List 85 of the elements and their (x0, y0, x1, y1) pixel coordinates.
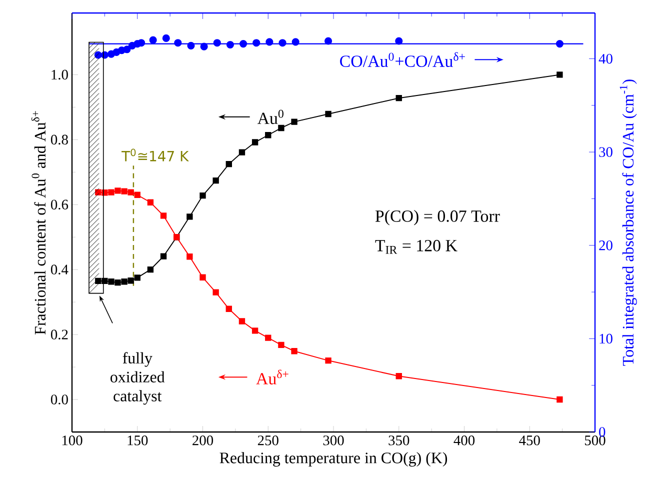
point (200, 42, 208, 50)
x-tick-label: 200 (192, 436, 214, 446)
point (212, 289, 219, 296)
x-tick-label: 250 (258, 436, 278, 446)
point (128, 189, 134, 196)
point (149, 36, 157, 44)
point (114, 279, 121, 286)
point (213, 39, 221, 47)
y-axis-title: Fractional content of Au$^{0}$ and Au$^{δ+}$ (31, 111, 46, 334)
point (556, 72, 563, 78)
x-tick-label: 100 (62, 436, 82, 446)
x-tick-label: 500 (585, 436, 606, 446)
x-tick-label: 450 (519, 436, 540, 446)
point (108, 189, 114, 196)
point (108, 278, 114, 285)
series-label: CO/Au$^{0}$+CO/Au$^{δ+}$ (340, 52, 465, 68)
point (138, 39, 146, 47)
y-tick-label: 0.4 (50, 264, 68, 274)
point (395, 37, 403, 45)
point (325, 110, 332, 118)
y-tick-label: 0.6 (50, 200, 68, 210)
y2-tick-label: 10 (600, 334, 612, 344)
point (292, 38, 300, 46)
point (226, 306, 232, 312)
point (278, 39, 286, 47)
point (396, 373, 402, 380)
point (162, 34, 170, 42)
point (200, 274, 206, 280)
point (114, 188, 121, 194)
point (147, 199, 154, 206)
annotation: T$_{IR}$ = 120 K (375, 240, 458, 254)
legend-label: Au$^{δ+}$ (256, 370, 288, 384)
x-axis-title: Reducing temperature in CO(g) (K) (220, 452, 448, 467)
point (291, 118, 298, 125)
y2-tick-label: 30 (599, 147, 612, 157)
y-tick-label: 0.2 (50, 330, 68, 340)
point (186, 214, 193, 220)
x-tick-label: 300 (323, 436, 344, 446)
y-tick-label: 0.8 (50, 134, 68, 145)
point (556, 40, 564, 48)
point (265, 334, 272, 341)
point (134, 274, 140, 281)
point (265, 132, 272, 138)
point (278, 342, 284, 348)
y-tick-label: 1.0 (52, 70, 68, 80)
point (396, 95, 402, 102)
point (134, 192, 140, 198)
point (226, 40, 234, 49)
x-tick-label: 400 (454, 436, 475, 446)
point (252, 328, 258, 334)
point (239, 40, 248, 48)
legend-label: Au$^{0}$ (257, 110, 284, 124)
ref-line-label: T$^{0}$≅147 K (122, 148, 189, 162)
point (128, 278, 134, 284)
annotation: P(CO) = 0.07 Torr (375, 210, 500, 226)
point (291, 348, 298, 354)
point (174, 39, 182, 47)
point (252, 39, 260, 47)
point (266, 38, 274, 46)
point (121, 278, 128, 285)
point (238, 318, 246, 324)
point (278, 124, 284, 132)
point (121, 188, 128, 194)
point (556, 396, 563, 403)
point (187, 42, 195, 50)
point (160, 212, 167, 219)
x-tick-label: 150 (128, 436, 148, 446)
point (325, 357, 332, 364)
point (324, 37, 332, 45)
point (147, 266, 154, 273)
point (186, 254, 193, 260)
point (238, 149, 246, 156)
point (252, 139, 258, 146)
x-tick-label: 350 (388, 436, 410, 446)
y2-tick-label: 20 (599, 240, 612, 250)
point (123, 46, 131, 54)
y2-axis-title: Total integrated absorbance of CO/Au (cm$^{-1}$) (620, 80, 637, 366)
point (212, 178, 219, 184)
y2-tick-label: 0 (599, 427, 606, 437)
point (160, 253, 167, 260)
y2-tick-label: 40 (598, 54, 612, 64)
point (226, 160, 232, 168)
annotation: fully oxidized catalyst (110, 352, 165, 405)
point (200, 192, 206, 199)
y-tick-label: 0.0 (50, 394, 68, 404)
